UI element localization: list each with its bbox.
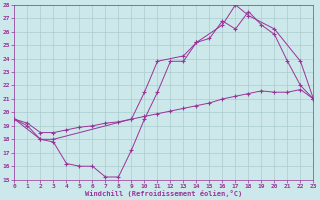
- X-axis label: Windchill (Refroidissement éolien,°C): Windchill (Refroidissement éolien,°C): [85, 190, 243, 197]
